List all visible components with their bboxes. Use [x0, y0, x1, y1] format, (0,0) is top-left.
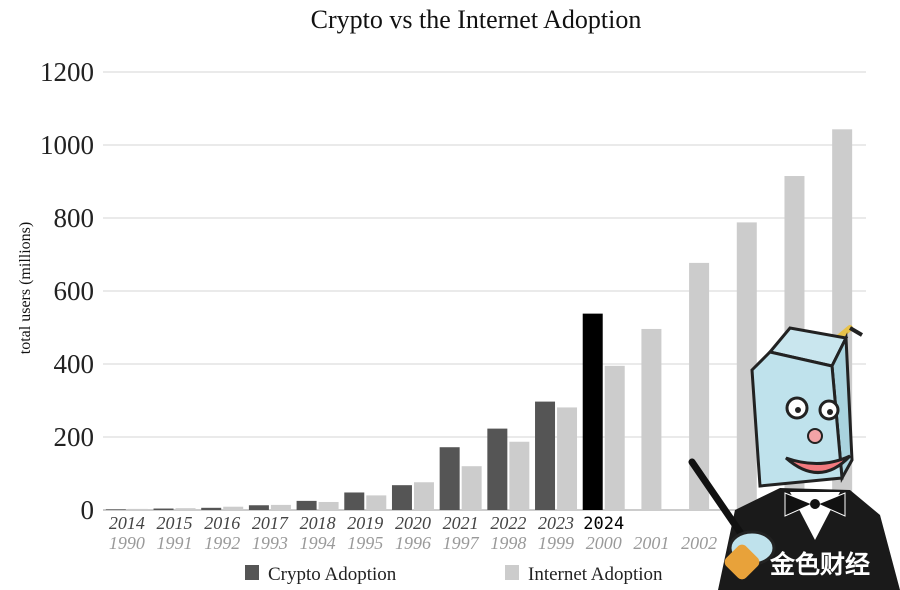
- crypto-bar: [582, 313, 603, 510]
- x-tick-label-internet: 1993: [252, 533, 288, 553]
- internet-bar: [175, 508, 196, 510]
- legend-label-internet: Internet Adoption: [528, 564, 663, 585]
- crypto-bar: [344, 492, 365, 510]
- internet-bar: [461, 466, 482, 510]
- x-tick-label-internet: 1997: [443, 533, 480, 553]
- x-tick-label-crypto: 2022: [490, 513, 526, 533]
- legend: Crypto Adoption Internet Adoption: [245, 564, 663, 585]
- x-tick-label-internet: 1994: [300, 533, 336, 553]
- crypto-bar: [153, 508, 174, 510]
- internet-bar: [689, 262, 710, 510]
- crypto-bar: [535, 401, 556, 510]
- x-tick-labels: 2014 2015 2016 2017 2018 2019 2020 2021 2022 2023…: [109, 513, 717, 553]
- internet-bar: [318, 501, 339, 510]
- watermark-logo: 金色财经: [724, 544, 870, 580]
- x-tick-label-crypto: 2014: [109, 513, 145, 533]
- x-tick-label-internet: 1999: [538, 533, 574, 553]
- x-tick-label-crypto: 2018: [300, 513, 336, 533]
- y-tick-label: 400: [54, 349, 95, 379]
- internet-series: [127, 129, 853, 510]
- x-tick-label-internet: 1996: [395, 533, 431, 553]
- x-tick-label-internet: 2000: [586, 533, 622, 553]
- y-tick-label: 1000: [40, 130, 94, 160]
- internet-bar: [127, 508, 148, 510]
- y-tick-label: 1200: [40, 57, 94, 87]
- crypto-bar: [487, 428, 508, 510]
- x-tick-label-crypto: 2017: [252, 513, 289, 533]
- internet-bar: [366, 495, 387, 510]
- logo-text: 金色财经: [769, 550, 870, 579]
- x-tick-label-crypto: 2023: [538, 513, 574, 533]
- internet-bar: [223, 506, 244, 510]
- legend-swatch-crypto: [245, 565, 259, 580]
- internet-bar: [270, 504, 291, 510]
- internet-bar: [604, 365, 625, 510]
- x-tick-label-crypto: 2024: [583, 514, 624, 534]
- y-tick-label: 0: [81, 495, 95, 525]
- x-tick-label-internet: 1998: [490, 533, 526, 553]
- x-tick-label-internet: 2001: [633, 533, 669, 553]
- internet-bar: [736, 222, 757, 510]
- y-tick-label: 200: [54, 422, 95, 452]
- legend-swatch-internet: [505, 565, 519, 580]
- internet-bar: [641, 328, 662, 510]
- y-axis-label: total users (millions): [17, 222, 34, 354]
- internet-bar: [557, 407, 578, 510]
- x-tick-label-internet: 2002: [681, 533, 717, 553]
- y-tick-label: 600: [54, 276, 95, 306]
- internet-bar: [509, 441, 530, 510]
- crypto-bar: [105, 509, 126, 510]
- y-tick-labels: 0 200 400 600 800 1000 1200: [40, 57, 94, 525]
- chart-title: Crypto vs the Internet Adoption: [311, 5, 642, 34]
- crypto-bar: [248, 505, 269, 510]
- x-tick-label-internet: 1990: [109, 533, 145, 553]
- x-tick-label-internet: 1995: [347, 533, 383, 553]
- x-tick-label-crypto: 2019: [347, 513, 383, 533]
- legend-label-crypto: Crypto Adoption: [268, 564, 397, 585]
- crypto-bar: [391, 485, 412, 510]
- y-tick-label: 800: [54, 203, 95, 233]
- x-tick-label-crypto: 2015: [157, 513, 193, 533]
- logo-mark-icon: [724, 544, 760, 580]
- crypto-bar: [201, 507, 222, 510]
- crypto-series: [105, 313, 603, 510]
- crypto-bar: [296, 500, 317, 510]
- x-tick-label-internet: 1992: [204, 533, 240, 553]
- x-tick-label-crypto: 2021: [443, 513, 479, 533]
- x-tick-label-crypto: 2016: [204, 513, 240, 533]
- internet-bar: [413, 482, 434, 510]
- crypto-bar: [439, 447, 460, 510]
- gridlines: [103, 71, 866, 511]
- x-tick-label-internet: 1991: [157, 533, 193, 553]
- x-tick-label-crypto: 2020: [395, 513, 431, 533]
